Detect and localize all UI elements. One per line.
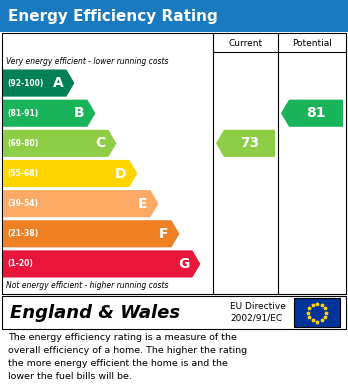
Polygon shape: [3, 250, 200, 278]
Text: Energy Efficiency Rating: Energy Efficiency Rating: [8, 9, 218, 23]
Bar: [2, 33, 346, 294]
Polygon shape: [3, 100, 95, 127]
Text: A: A: [53, 76, 63, 90]
Text: (55-68): (55-68): [7, 169, 38, 178]
Polygon shape: [216, 130, 275, 157]
Text: Current: Current: [228, 38, 262, 47]
Text: 73: 73: [240, 136, 259, 151]
Polygon shape: [3, 190, 158, 217]
Text: (21-38): (21-38): [7, 229, 38, 238]
Polygon shape: [3, 70, 74, 97]
Text: (81-91): (81-91): [7, 109, 38, 118]
Text: Very energy efficient - lower running costs: Very energy efficient - lower running co…: [6, 57, 168, 66]
Text: F: F: [159, 227, 168, 241]
Polygon shape: [3, 220, 180, 248]
Polygon shape: [3, 160, 137, 187]
Text: D: D: [115, 167, 126, 181]
Text: Not energy efficient - higher running costs: Not energy efficient - higher running co…: [6, 282, 168, 291]
Text: (39-54): (39-54): [7, 199, 38, 208]
Text: Potential: Potential: [292, 38, 332, 47]
Text: (92-100): (92-100): [7, 79, 44, 88]
Polygon shape: [281, 100, 343, 127]
Text: England & Wales: England & Wales: [10, 303, 180, 321]
Text: B: B: [74, 106, 85, 120]
Text: 81: 81: [306, 106, 326, 120]
Text: C: C: [95, 136, 105, 151]
Bar: [294, 298, 340, 327]
Text: G: G: [178, 257, 189, 271]
Bar: [0, 0, 348, 32]
Text: EU Directive
2002/91/EC: EU Directive 2002/91/EC: [230, 302, 286, 323]
Text: The energy efficiency rating is a measure of the
overall efficiency of a home. T: The energy efficiency rating is a measur…: [8, 333, 247, 380]
Text: (1-20): (1-20): [7, 260, 33, 269]
Text: E: E: [138, 197, 148, 211]
Polygon shape: [3, 130, 116, 157]
Bar: [2, 296, 346, 329]
Text: (69-80): (69-80): [7, 139, 38, 148]
